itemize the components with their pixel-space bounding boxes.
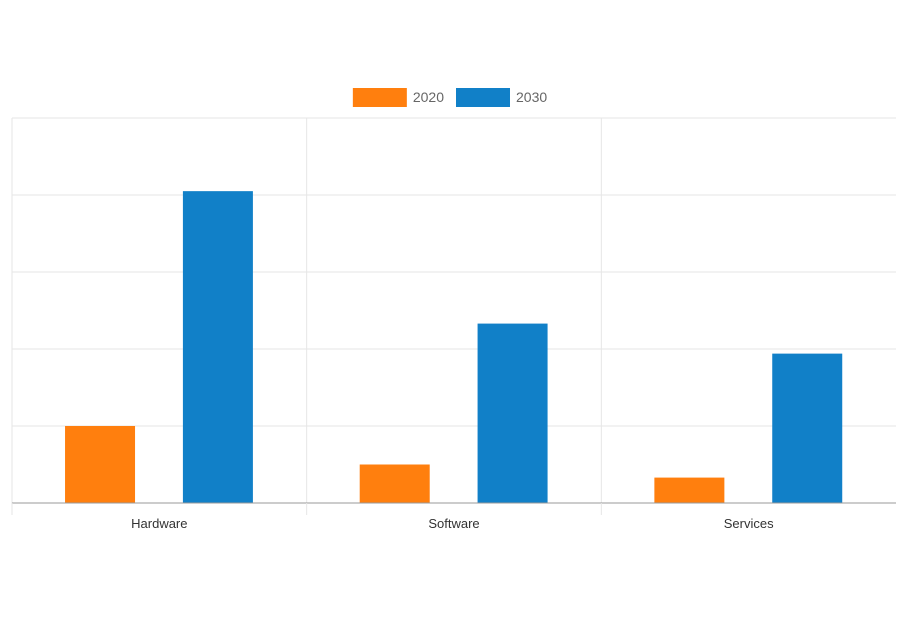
bar-2020-software[interactable]: [359, 464, 430, 504]
legend-label-2030[interactable]: 2030: [516, 89, 547, 105]
bar-2030-software[interactable]: [477, 323, 548, 503]
bar-2020-hardware[interactable]: [65, 426, 136, 503]
bars-layer: [65, 191, 843, 504]
legend-swatch-2030[interactable]: [456, 88, 510, 107]
legend-label-2020[interactable]: 2020: [413, 89, 444, 105]
bar-2020-services[interactable]: [654, 477, 725, 503]
grid-layer: [11, 117, 896, 503]
legend[interactable]: 2020 2030: [352, 88, 548, 107]
axis-layer: Hardware Software Services: [11, 502, 896, 531]
bar-2030-services[interactable]: [772, 353, 843, 503]
x-tick-label: Services: [724, 516, 774, 531]
bar-2030-hardware[interactable]: [182, 191, 253, 503]
x-tick-label: Software: [428, 516, 479, 531]
legend-swatch-2020[interactable]: [352, 88, 407, 107]
x-tick-label: Hardware: [131, 516, 187, 531]
